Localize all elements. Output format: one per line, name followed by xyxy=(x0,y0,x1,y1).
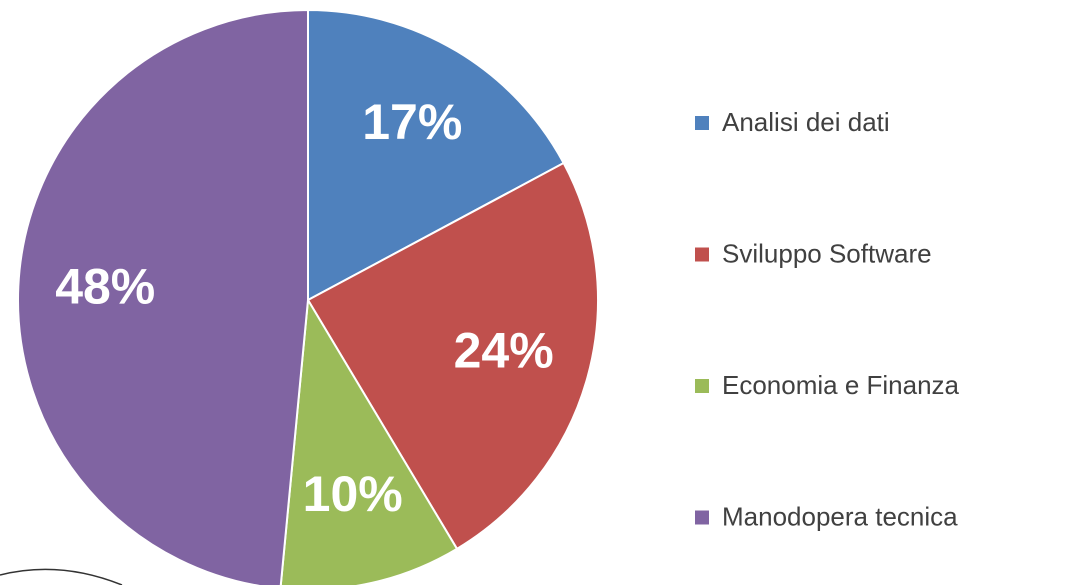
data-label: 24% xyxy=(454,322,554,378)
legend-label: Economia e Finanza xyxy=(722,370,960,400)
data-label: 10% xyxy=(303,466,403,522)
legend-label: Analisi dei dati xyxy=(722,107,890,137)
pie-slice xyxy=(279,296,459,585)
legend-swatch xyxy=(695,116,709,130)
pie-slice xyxy=(306,161,599,551)
legend-swatch xyxy=(695,510,709,525)
legend-swatch xyxy=(695,247,709,262)
decor-arc xyxy=(0,568,123,585)
legend-swatch xyxy=(695,379,709,393)
legend-label: Sviluppo Software xyxy=(722,238,932,268)
data-label: 17% xyxy=(362,94,462,150)
pie-slice xyxy=(17,8,309,585)
legend-label: Manodopera tecnica xyxy=(722,501,958,531)
pie-slice xyxy=(307,8,565,302)
data-label: 48% xyxy=(55,259,155,315)
